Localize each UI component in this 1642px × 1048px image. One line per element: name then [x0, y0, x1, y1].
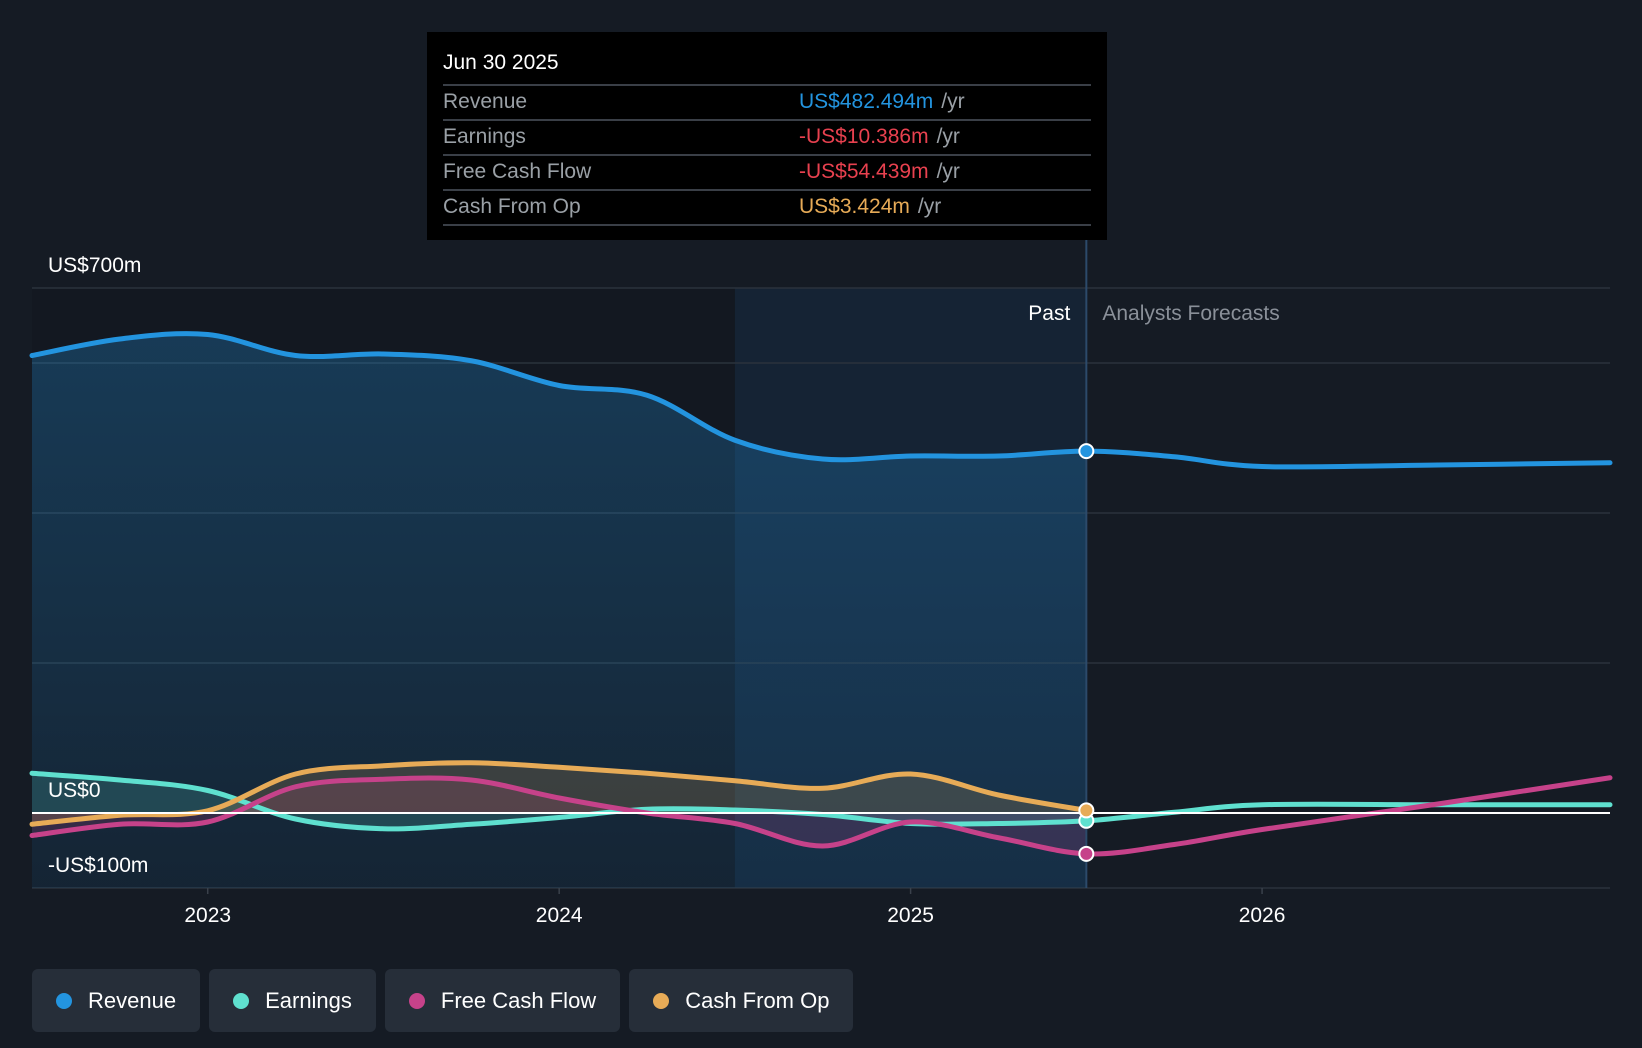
forecast-region-label: Analysts Forecasts [1102, 302, 1279, 325]
free-cash-flow-line [29, 775, 1613, 857]
tooltip-unit: /yr [917, 195, 942, 218]
series-lines [29, 331, 1613, 857]
y-tick-label: US$700m [48, 254, 141, 277]
tooltip: Jun 30 2025 Revenue US$482.494m /yr Earn… [427, 32, 1107, 240]
cash-from-op-area [32, 762, 1087, 825]
y-axis-labels: US$700m US$0 -US$100m [48, 254, 148, 877]
y-tick-label: US$0 [48, 779, 101, 802]
legend-label: Cash From Op [685, 987, 830, 1013]
cash-from-op-marker [1078, 802, 1095, 819]
tooltip-value: -US$10.386m [799, 125, 929, 148]
tooltip-value: US$482.494m [799, 90, 934, 113]
earnings-area [32, 773, 1087, 829]
x-tick-label: 2026 [1239, 904, 1286, 927]
legend-item-revenue[interactable]: Revenue [32, 969, 201, 1032]
tooltip-value: -US$54.439m [799, 160, 929, 183]
free-cash-flow-marker [1078, 845, 1095, 862]
tooltip-label: Revenue [443, 90, 528, 113]
y-tick-label: -US$100m [48, 854, 148, 877]
earnings-dot-icon [233, 992, 250, 1009]
cash-from-op-line [29, 760, 1089, 827]
legend-item-cash-from-op[interactable]: Cash From Op [629, 969, 854, 1032]
revenue-line [29, 331, 1613, 470]
tooltip-row-earnings: Earnings -US$10.386m /yr [443, 121, 1091, 156]
revenue-marker [1078, 443, 1095, 460]
tooltip-unit: /yr [936, 160, 960, 183]
revenue-area [32, 333, 1087, 888]
x-tick-label: 2024 [536, 904, 583, 927]
tooltip-row-cash-from-op: Cash From Op US$3.424m /yr [443, 191, 1091, 226]
tooltip-unit: /yr [936, 125, 960, 148]
earnings-line [29, 770, 1613, 832]
tooltip-unit: /yr [941, 90, 965, 113]
x-tick-label: 2023 [184, 904, 231, 927]
chart-legend: Revenue Earnings Free Cash Flow Cash Fro… [32, 969, 854, 1032]
tooltip-row-free-cash-flow: Free Cash Flow -US$54.439m /yr [443, 156, 1091, 191]
revenue-dot-icon [56, 992, 72, 1009]
tooltip-value: US$3.424m [799, 195, 910, 218]
x-tick-label: 2025 [887, 904, 934, 927]
legend-label: Free Cash Flow [440, 987, 597, 1013]
x-axis-labels: 2023 2024 2025 2026 [184, 888, 1285, 927]
tooltip-row-revenue: Revenue US$482.494m /yr [443, 86, 1091, 121]
tooltip-label: Earnings [443, 125, 526, 148]
free-cash-flow-area [32, 778, 1087, 854]
series-markers [1078, 443, 1095, 862]
series-areas [32, 333, 1087, 888]
legend-item-earnings[interactable]: Earnings [209, 969, 376, 1032]
legend-item-free-cash-flow[interactable]: Free Cash Flow [384, 969, 621, 1032]
legend-label: Revenue [88, 987, 177, 1013]
tooltip-date: Jun 30 2025 [443, 48, 1091, 86]
tooltip-label: Free Cash Flow [443, 160, 592, 183]
free-cash-flow-dot-icon [408, 992, 425, 1009]
tooltip-label: Cash From Op [443, 195, 581, 218]
cash-from-op-dot-icon [653, 992, 670, 1009]
legend-label: Earnings [265, 987, 352, 1013]
past-region-label: Past [1028, 302, 1070, 325]
